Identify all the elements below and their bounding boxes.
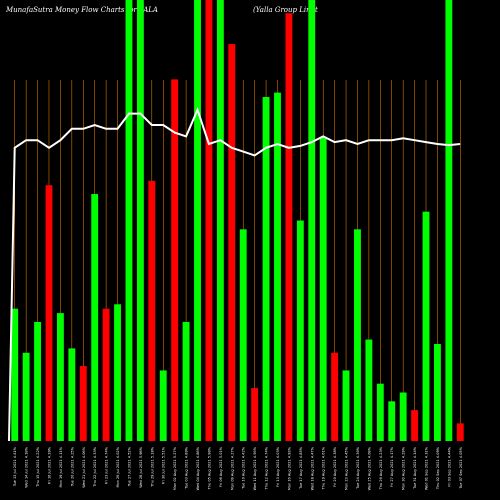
bar	[194, 0, 201, 441]
bar	[91, 194, 99, 441]
bar	[182, 321, 190, 441]
x-tick-label: Mon 30 Aug 2021 4.29%	[402, 446, 406, 490]
bar	[228, 44, 236, 441]
bar	[331, 352, 339, 441]
bar	[148, 180, 156, 441]
x-tick-label: Thu 29 Jul 2021 5.18%	[150, 446, 154, 487]
x-tick-label: Thu 19 Aug 2021 4.61%	[322, 446, 326, 490]
x-tick-label: Mon 16 Aug 2021 4.93%	[287, 446, 291, 490]
x-tick-label: Wed 21 Jul 2021 4.06%	[82, 446, 86, 487]
x-tick-label: Tue 20 Jul 2021 4.25%	[70, 446, 74, 487]
bar	[34, 321, 41, 441]
bar	[308, 0, 316, 441]
x-tick-label: Fri 06 Aug 2021 5.01%	[219, 446, 223, 487]
bar	[422, 211, 430, 441]
x-tick-label: Wed 25 Aug 2021 4.08%	[367, 446, 371, 490]
bar	[136, 0, 144, 441]
bar	[22, 352, 30, 441]
bar	[102, 308, 110, 441]
chart-title-right: (Yalla Group Limit	[253, 6, 318, 14]
money-flow-line	[8, 106, 461, 442]
x-tick-label: Wed 01 Sep 2021 4.31%	[425, 446, 429, 490]
bar	[114, 304, 121, 441]
x-tick-label: Wed 04 Aug 2021 4.86%	[196, 446, 200, 490]
x-tick-label: Fri 03 Sep 2021 4.44%	[447, 446, 451, 486]
x-tick-label: Thu 15 Jul 2021 4.22%	[36, 446, 40, 487]
bar	[79, 366, 87, 441]
bar	[388, 401, 396, 441]
x-tick-label: Fri 30 Jul 2021 5.51%	[162, 446, 166, 484]
bar	[434, 343, 441, 441]
x-tick-label: Tue 17 Aug 2021 4.85%	[299, 446, 303, 489]
x-tick-label: Fri 20 Aug 2021 4.38%	[333, 446, 337, 487]
x-tick-label: Mon 26 Jul 2021 4.02%	[116, 446, 120, 487]
bar	[11, 308, 19, 441]
bar	[365, 339, 373, 441]
x-tick-label: Tue 10 Aug 2021 4.42%	[242, 446, 246, 489]
x-tick-labels: Tue 13 Jul 2021 4.41% Wed 14 Jul 2021 4.1…	[13, 446, 463, 490]
x-tick-label: Mon 23 Aug 2021 4.45%	[345, 446, 349, 490]
x-tick-label: Tue 03 Aug 2021 4.89%	[185, 446, 189, 489]
x-tick-label: Thu 12 Aug 2021 4.74%	[265, 446, 269, 490]
bar	[251, 388, 259, 441]
bar	[171, 79, 179, 441]
bar	[239, 229, 247, 441]
bar	[262, 97, 270, 442]
bar	[456, 423, 464, 441]
bar	[285, 13, 293, 441]
x-tick-label: Thu 22 Jul 2021 4.33%	[93, 446, 97, 487]
x-tick-label: Thu 02 Sep 2021 4.09%	[436, 446, 440, 490]
x-tick-label: Mon 02 Aug 2021 5.27%	[173, 446, 177, 490]
x-tick-label: Wed 11 Aug 2021 4.56%	[253, 446, 257, 490]
x-tick-label: Tue 24 Aug 2021 4.36%	[356, 446, 360, 489]
bar	[445, 0, 453, 441]
bar	[342, 370, 350, 441]
x-tick-label: Wed 14 Jul 2021 4.18%	[25, 446, 29, 487]
x-tick-label: Thu 26 Aug 2021 4.23%	[379, 446, 383, 490]
x-tick-label: Fri 16 Jul 2021 4.39%	[47, 446, 51, 484]
x-tick-label: Fri 27 Aug 2021 4.17%	[390, 446, 394, 487]
x-tick-label: Thu 05 Aug 2021 5.98%	[207, 446, 211, 490]
bar	[216, 0, 224, 441]
bar	[411, 410, 419, 441]
bar	[45, 185, 53, 441]
bar	[274, 92, 281, 442]
x-tick-label: Tue 31 Aug 2021 4.14%	[413, 446, 417, 489]
bar	[354, 229, 361, 441]
x-tick-label: Mon 09 Aug 2021 4.27%	[230, 446, 234, 490]
bar	[159, 370, 167, 441]
bar	[399, 392, 407, 441]
bar	[125, 0, 133, 441]
x-tick-label: Tue 07 Sep 2021 4.05%	[459, 446, 463, 489]
bar	[205, 0, 213, 441]
x-tick-label: Wed 18 Aug 2021 4.47%	[310, 446, 314, 490]
chart-title-left: MunafaSutra Money Flow Charts for YALA	[5, 6, 158, 14]
bars	[11, 0, 464, 442]
x-tick-label: Tue 13 Jul 2021 4.41%	[13, 446, 17, 487]
x-tick-label: Tue 27 Jul 2021 4.52%	[127, 446, 131, 487]
x-tick-label: Fri 13 Aug 2021 4.03%	[276, 446, 280, 487]
x-tick-label: Mon 19 Jul 2021 4.11%	[59, 446, 63, 487]
bar	[319, 136, 327, 441]
bar	[56, 313, 64, 441]
x-tick-label: Wed 28 Jul 2021 5.98%	[139, 446, 143, 487]
bar	[68, 348, 76, 441]
bar	[376, 383, 384, 441]
x-tick-label: Fri 23 Jul 2021 4.74%	[105, 446, 109, 484]
bar	[296, 220, 304, 441]
